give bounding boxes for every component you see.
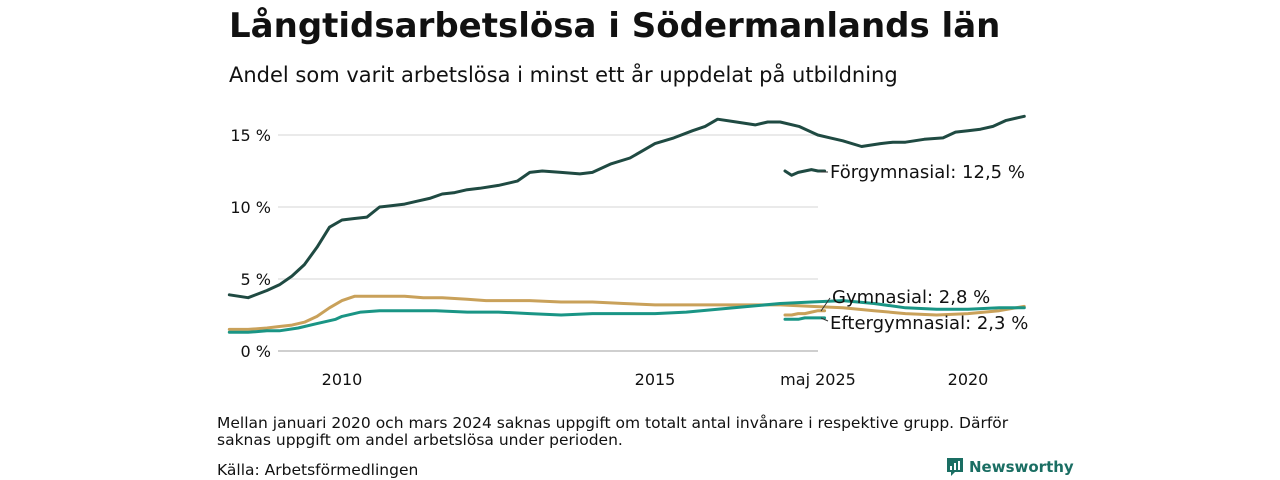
brand-name: Newsworthy	[969, 458, 1074, 476]
source-text: Källa: Arbetsförmedlingen	[217, 461, 419, 479]
series-line-recent	[783, 316, 827, 321]
x-tick-label: 2010	[322, 370, 363, 389]
series-line-recent	[783, 168, 827, 177]
label-leader-line	[820, 317, 829, 322]
chart-subtitle: Andel som varit arbetslösa i minst ett å…	[229, 63, 898, 87]
series-end-label: Förgymnasial: 12,5 %	[830, 162, 1025, 183]
series-line	[227, 299, 1026, 334]
y-tick-label: 0 %	[241, 342, 271, 361]
y-axis-ticks: 0 % 5 % 10 % 15 %	[230, 126, 271, 361]
x-tick-label-recent: maj 2025	[780, 370, 856, 389]
y-tick-label: 5 %	[241, 270, 271, 289]
x-tick-label: 2020	[948, 370, 989, 389]
x-axis-ticks: 2010 2015 2020 maj 2025	[322, 370, 989, 389]
series-end-labels: Förgymnasial: 12,5 % Gymnasial: 2,8 % Efte…	[820, 162, 1028, 334]
series-line	[227, 114, 1026, 300]
newsworthy-logo-icon	[947, 458, 963, 476]
series-line	[227, 294, 1026, 331]
y-tick-label: 15 %	[230, 126, 271, 145]
grid-lines	[278, 134, 818, 352]
series-end-label: Eftergymnasial: 2,3 %	[830, 313, 1028, 334]
chart-title: Långtidsarbetslösa i Södermanlands län	[229, 6, 1001, 46]
footnote: Mellan januari 2020 och mars 2024 saknas…	[217, 414, 1009, 449]
brand-logo: Newsworthy	[946, 457, 1074, 477]
series-end-label: Gymnasial: 2,8 %	[832, 287, 990, 308]
x-tick-label: 2015	[635, 370, 676, 389]
y-tick-label: 10 %	[230, 198, 271, 217]
series-line-recent	[783, 309, 827, 317]
series-lines	[227, 114, 1026, 334]
label-leader-line	[820, 297, 831, 312]
